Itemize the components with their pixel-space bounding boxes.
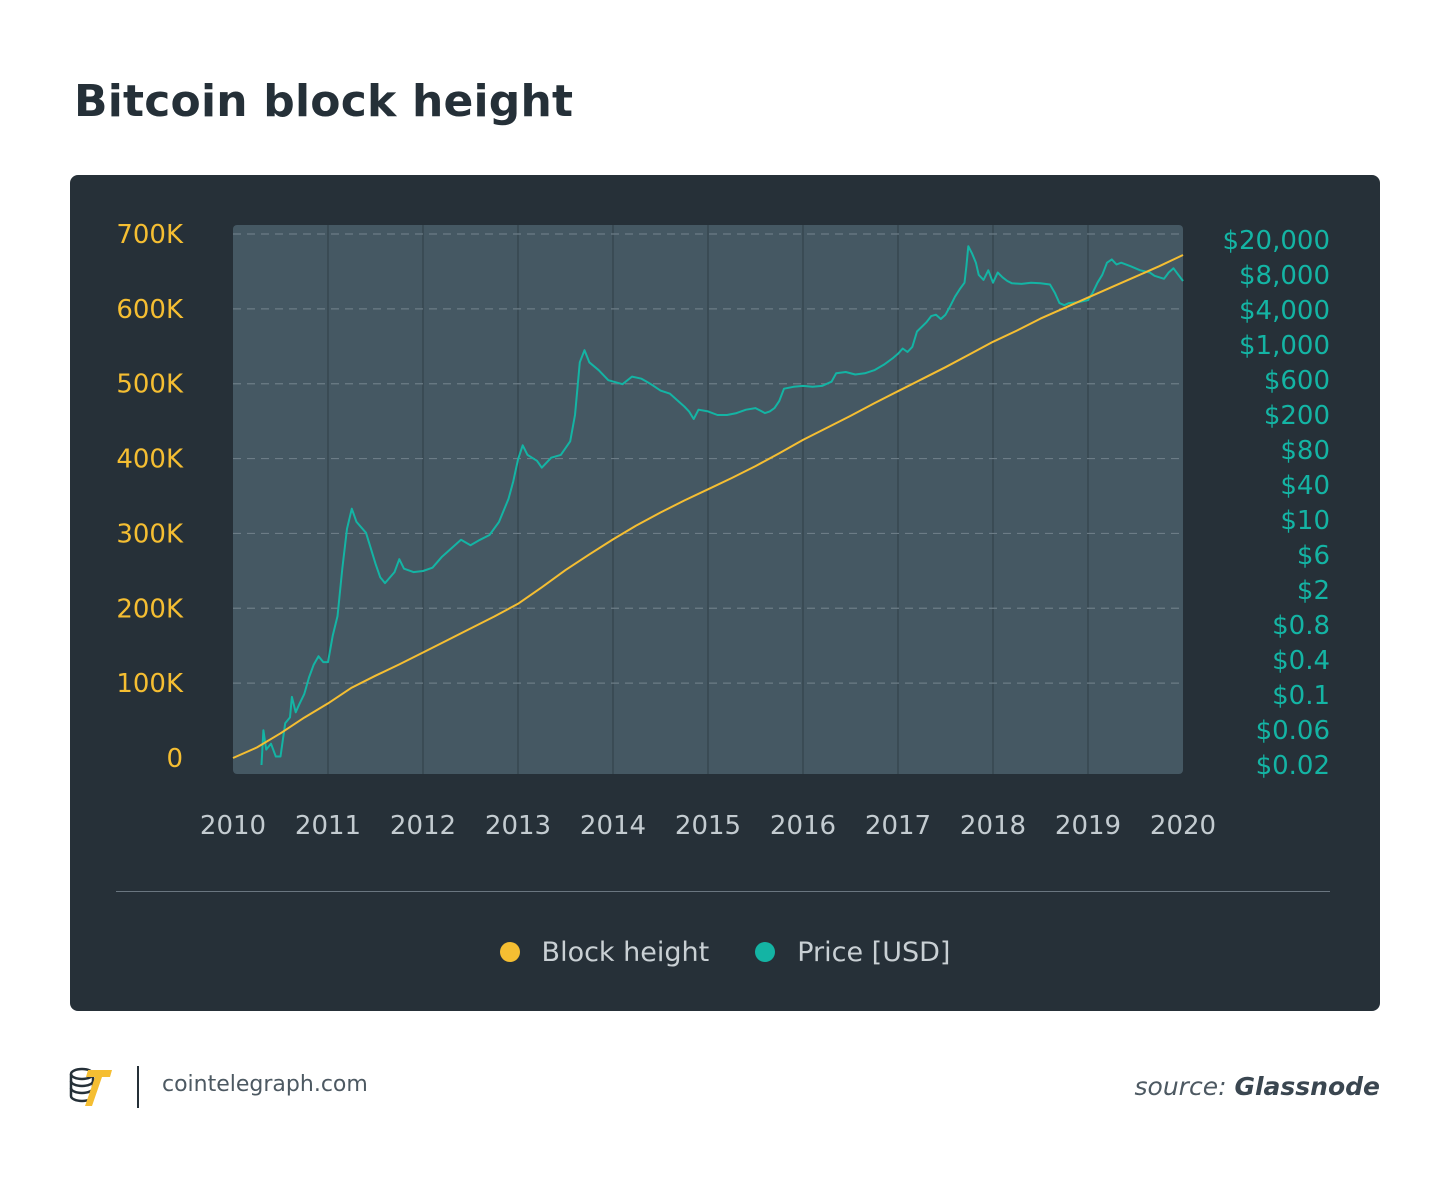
x-tick-label: 2013 [485, 811, 551, 841]
x-tick-label: 2017 [865, 811, 931, 841]
y-right-tick-label: $0.8 [1272, 611, 1330, 641]
y-left-tick-label: 200K [116, 594, 184, 624]
footer-separator [137, 1066, 139, 1108]
legend-label-block-height: Block height [541, 936, 710, 968]
x-tick-label: 2011 [295, 811, 361, 841]
y-left-tick-label: 500K [116, 370, 184, 400]
y-left-tick-label: 700K [116, 220, 184, 250]
footer-source: source: Glassnode [1135, 1072, 1381, 1101]
legend-divider [116, 891, 1330, 892]
y-left-tick-label: 300K [116, 519, 184, 549]
y-right-tick-label: $20,000 [1222, 226, 1330, 256]
page-title: Bitcoin block height [74, 76, 574, 127]
y-right-tick-label: $2 [1297, 576, 1330, 606]
y-right-tick-label: $200 [1264, 401, 1330, 431]
y-right-tick-label: $6 [1297, 541, 1330, 571]
y-right-tick-label: $8,000 [1239, 261, 1330, 291]
x-axis: 2010 2011 2012 2013 2014 2015 2016 2017 2018 2019… [200, 811, 1216, 841]
legend-item-block-height: Block height [499, 936, 710, 968]
y-right-tick-label: $40 [1280, 471, 1330, 501]
y-left-tick-label: 100K [116, 669, 184, 699]
legend-marker-block-height [499, 942, 520, 962]
x-tick-label: 2016 [770, 811, 836, 841]
x-tick-label: 2010 [200, 811, 266, 841]
legend-label-price: Price [USD] [797, 936, 951, 968]
source-prefix: source: [1134, 1072, 1235, 1101]
series-line-block-height [232, 254, 1184, 759]
x-tick-label: 2019 [1055, 811, 1121, 841]
y-right-tick-label: $0.02 [1256, 751, 1330, 781]
x-tick-label: 2018 [960, 811, 1026, 841]
series-line-price [260, 245, 1184, 766]
y-right-tick-label: $1,000 [1239, 331, 1330, 361]
grid [233, 225, 1183, 774]
x-tick-label: 2020 [1150, 811, 1216, 841]
y-right-tick-label: $0.06 [1256, 716, 1330, 746]
y-right-tick-label: $80 [1280, 436, 1330, 466]
y-axis-right: $0.02 $0.06 $0.1 $0.4 $0.8 $2 $6 $10 $40 $80 $200 $… [1222, 226, 1330, 781]
x-tick-label: 2012 [390, 811, 456, 841]
y-right-tick-label: $4,000 [1239, 296, 1330, 326]
y-right-tick-label: $0.4 [1272, 646, 1330, 676]
series [232, 245, 1184, 766]
y-right-tick-label: $0.1 [1272, 681, 1330, 711]
source-name: Glassnode [1234, 1072, 1380, 1101]
cointelegraph-logo-icon [69, 1067, 112, 1106]
y-left-tick-label: 600K [116, 295, 184, 325]
y-left-tick-label: 400K [116, 445, 184, 475]
x-tick-label: 2015 [675, 811, 741, 841]
y-axis-left: 0 100K 200K 300K 400K 500K 600K 700K [116, 220, 184, 774]
x-tick-label: 2014 [580, 811, 646, 841]
legend-item-price: Price [USD] [755, 937, 950, 968]
y-right-tick-label: $10 [1280, 506, 1330, 536]
y-left-tick-label: 0 [166, 744, 183, 774]
footer-site-link[interactable]: cointelegraph.com [162, 1072, 368, 1097]
legend-marker-price [755, 942, 776, 962]
legend: Block height Price [USD] [0, 932, 1450, 972]
y-right-tick-label: $600 [1264, 366, 1330, 396]
